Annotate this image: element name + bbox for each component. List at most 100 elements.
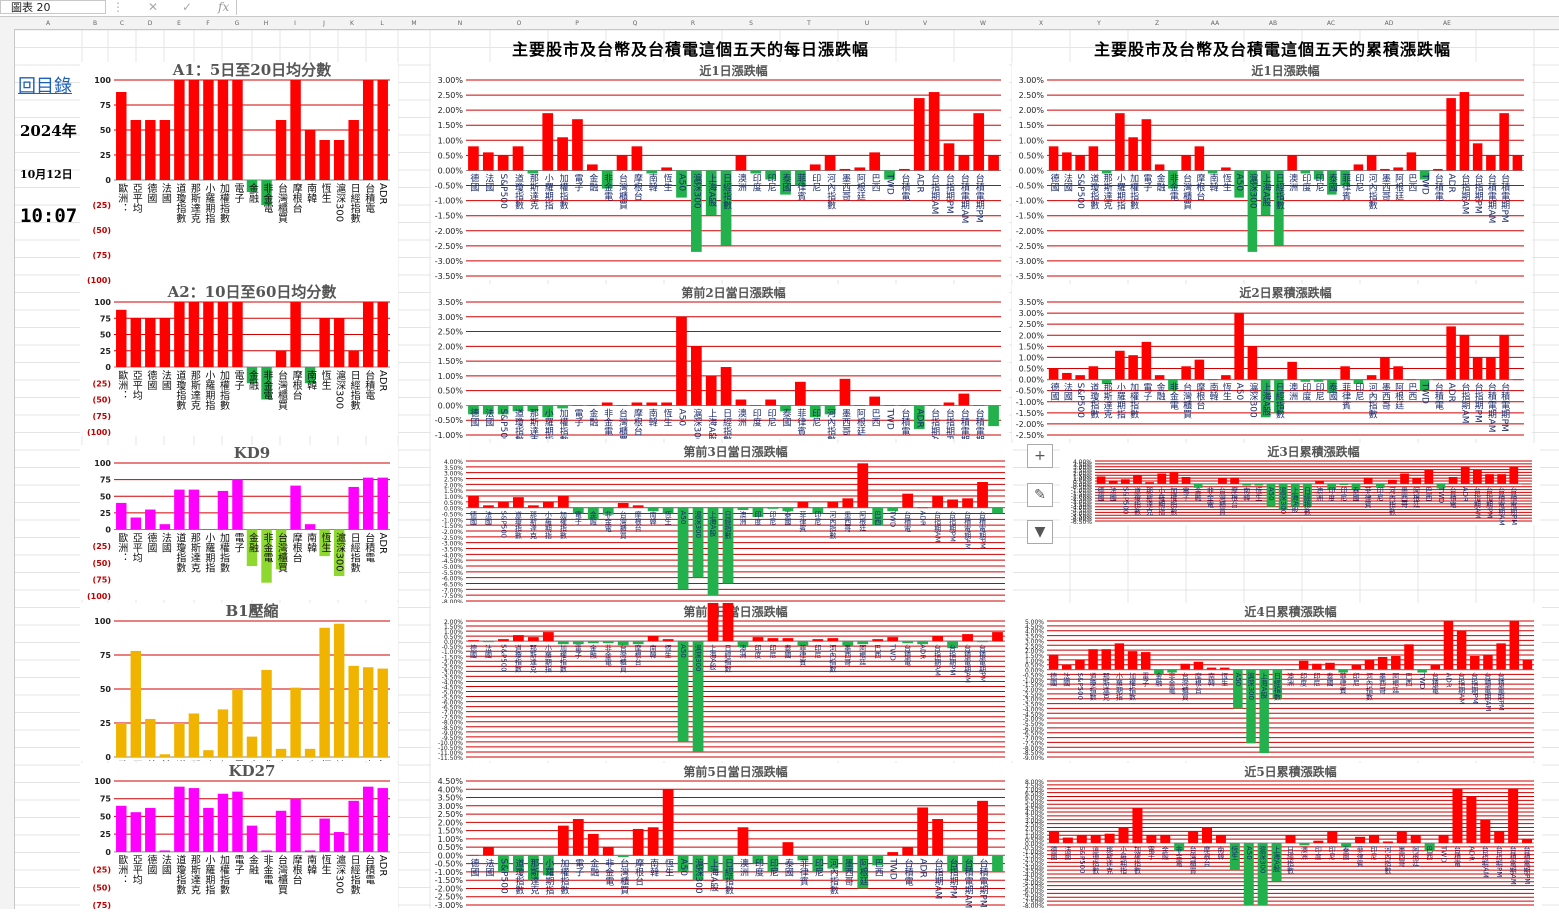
bar[interactable]	[1473, 469, 1482, 484]
name-box[interactable]: 圖表 20	[0, 0, 106, 14]
bar[interactable]	[661, 167, 672, 171]
bar[interactable]	[752, 637, 764, 642]
bar[interactable]	[887, 637, 899, 642]
bar[interactable]	[962, 634, 973, 642]
bar[interactable]	[827, 855, 839, 869]
bar[interactable]	[827, 501, 839, 508]
bar[interactable]	[1382, 841, 1393, 843]
bar[interactable]	[1062, 664, 1072, 670]
bar[interactable]	[513, 497, 524, 508]
bar[interactable]	[116, 805, 127, 852]
bar[interactable]	[676, 316, 687, 406]
bar[interactable]	[646, 170, 658, 174]
bar[interactable]	[1075, 155, 1085, 171]
bar[interactable]	[692, 855, 704, 881]
bar[interactable]	[943, 143, 955, 171]
column-header-G[interactable]: G	[234, 20, 240, 27]
bar[interactable]	[692, 641, 704, 752]
bar[interactable]	[839, 168, 851, 171]
bar[interactable]	[752, 507, 764, 517]
bar[interactable]	[232, 689, 243, 757]
fx-icon[interactable]: fx	[218, 0, 230, 14]
column-header-X[interactable]: X	[1038, 20, 1044, 27]
bar[interactable]	[932, 496, 944, 508]
bar[interactable]	[662, 639, 674, 642]
bar[interactable]	[601, 170, 613, 189]
bar[interactable]	[1266, 483, 1276, 507]
bar[interactable]	[468, 496, 479, 508]
bar[interactable]	[677, 641, 689, 742]
bar[interactable]	[1154, 164, 1165, 171]
bar[interactable]	[854, 167, 866, 171]
bar[interactable]	[1375, 483, 1385, 488]
bar[interactable]	[587, 507, 599, 520]
bar[interactable]	[217, 490, 229, 530]
bar[interactable]	[513, 635, 524, 642]
bar[interactable]	[557, 137, 568, 171]
bar[interactable]	[497, 155, 509, 171]
add-chart-element-button[interactable]: +	[1027, 444, 1053, 468]
column-header-Q[interactable]: Q	[632, 20, 638, 27]
bar[interactable]	[1075, 375, 1085, 380]
bar[interactable]	[174, 80, 185, 180]
bar[interactable]	[705, 170, 717, 216]
bar[interactable]	[1287, 361, 1297, 380]
bar[interactable]	[261, 180, 272, 205]
bar[interactable]	[1188, 831, 1199, 843]
bar[interactable]	[542, 405, 554, 418]
bar[interactable]	[1522, 659, 1533, 670]
bar[interactable]	[992, 855, 1003, 872]
bar[interactable]	[1380, 357, 1390, 380]
bar[interactable]	[130, 812, 142, 852]
bar[interactable]	[1169, 471, 1179, 484]
bar[interactable]	[203, 807, 214, 852]
bar[interactable]	[917, 807, 929, 856]
bar[interactable]	[348, 350, 359, 367]
chart-d4[interactable]: 第前4日當日漲跌幅 2.00% 1.50% 1.00% 0.50% 0.00% -0.50%…	[431, 532, 1013, 762]
bar[interactable]	[887, 507, 899, 512]
bar[interactable]	[795, 170, 806, 186]
column-header-N[interactable]: N	[457, 20, 463, 27]
bar[interactable]	[159, 524, 171, 530]
bar[interactable]	[130, 318, 142, 367]
column-header-I[interactable]: I	[294, 20, 296, 27]
bar[interactable]	[1480, 819, 1491, 843]
bar[interactable]	[246, 529, 258, 567]
bar[interactable]	[1512, 379, 1523, 381]
bar[interactable]	[1298, 660, 1309, 670]
bar[interactable]	[1145, 482, 1154, 484]
bar[interactable]	[232, 479, 243, 530]
column-header-J[interactable]: J	[323, 20, 325, 27]
bar[interactable]	[824, 405, 836, 415]
bar[interactable]	[1404, 644, 1414, 670]
bar[interactable]	[304, 524, 316, 530]
bar[interactable]	[362, 667, 374, 757]
bar[interactable]	[468, 405, 479, 415]
bar[interactable]	[722, 855, 734, 881]
bar[interactable]	[958, 155, 970, 171]
bar[interactable]	[1128, 137, 1138, 171]
bar[interactable]	[377, 788, 388, 852]
bar[interactable]	[527, 637, 539, 642]
bar[interactable]	[857, 463, 869, 508]
bar[interactable]	[1424, 843, 1435, 851]
bar[interactable]	[1412, 478, 1422, 484]
chart-filter-button[interactable]: ▼	[1027, 520, 1053, 544]
bar[interactable]	[737, 507, 749, 510]
bar[interactable]	[1146, 835, 1157, 843]
bar[interactable]	[362, 477, 374, 530]
bar[interactable]	[1194, 146, 1205, 171]
bar[interactable]	[705, 375, 717, 406]
bar[interactable]	[159, 754, 171, 757]
bar[interactable]	[797, 641, 809, 647]
bar[interactable]	[677, 507, 689, 590]
formula-input[interactable]	[236, 0, 1559, 15]
column-header-AA[interactable]: AA	[1210, 20, 1220, 27]
bar[interactable]	[290, 798, 301, 852]
bar[interactable]	[1088, 366, 1099, 380]
bar[interactable]	[587, 641, 599, 644]
bar[interactable]	[973, 405, 985, 406]
bar[interactable]	[1446, 326, 1456, 380]
bar[interactable]	[1278, 483, 1288, 510]
back-to-index-link[interactable]: 回目錄	[18, 76, 72, 97]
